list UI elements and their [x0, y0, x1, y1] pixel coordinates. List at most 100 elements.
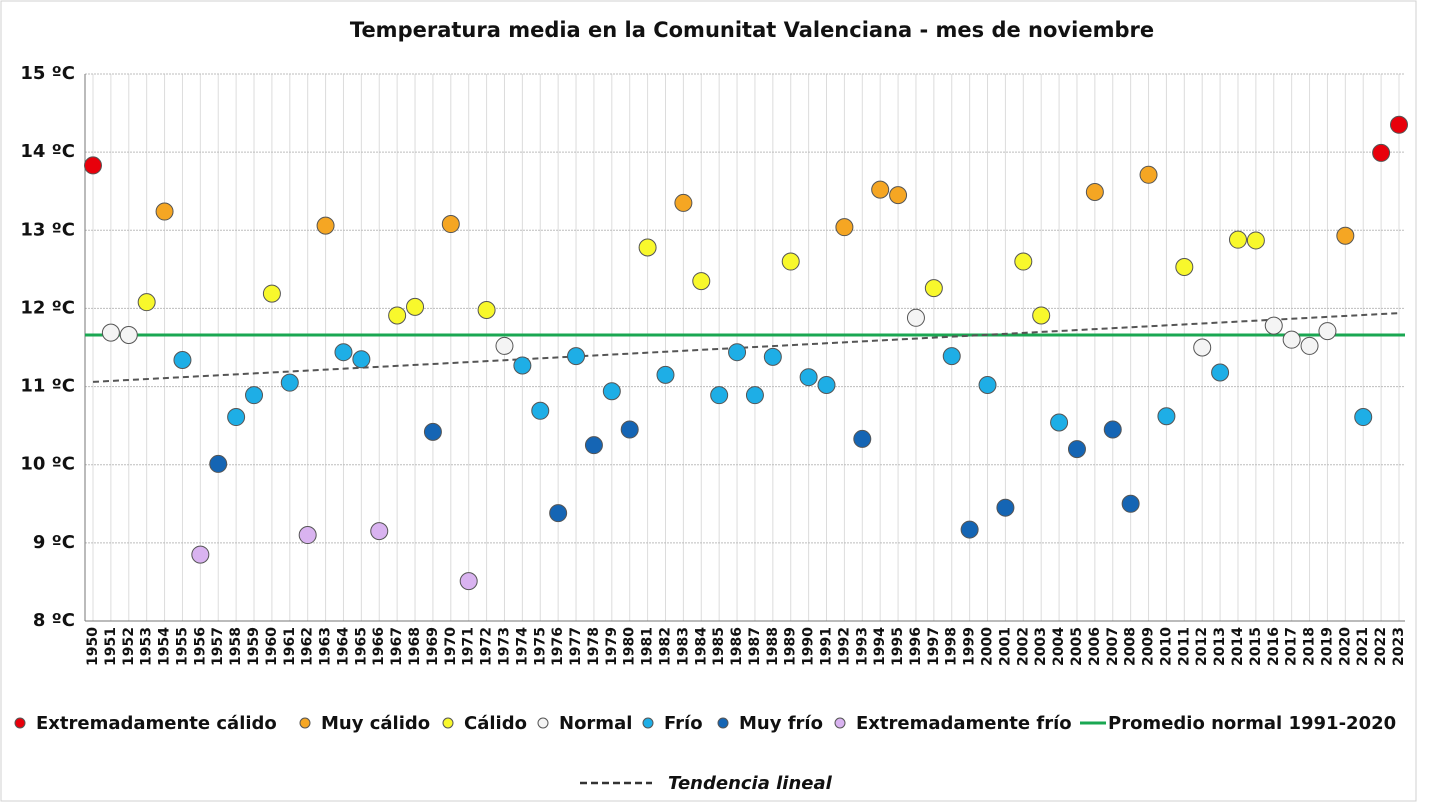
data-point — [835, 218, 854, 237]
data-point — [942, 347, 961, 366]
trend-line — [92, 312, 1400, 383]
data-point — [388, 306, 407, 325]
x-tick-label: 1966 — [371, 627, 387, 666]
x-tick-label: 1959 — [246, 627, 262, 666]
x-tick-label: 1962 — [300, 627, 316, 666]
x-tick-label: 2009 — [1141, 627, 1157, 666]
x-tick-label: 2001 — [997, 627, 1013, 666]
data-point — [996, 498, 1015, 517]
x-tick-label: 1993 — [854, 627, 870, 666]
x-tick-label: 2021 — [1355, 627, 1371, 666]
data-point — [137, 293, 156, 312]
data-point — [495, 336, 514, 355]
legend-label: Tendencia lineal — [668, 773, 833, 794]
y-tick-label: 15 ºC — [20, 63, 75, 84]
data-point — [1085, 182, 1104, 201]
x-tick-label: 1953 — [139, 627, 155, 666]
data-point — [853, 429, 872, 448]
data-point — [781, 252, 800, 271]
x-tick-label: 2016 — [1266, 627, 1282, 666]
data-point — [1193, 338, 1212, 357]
y-tick-label: 8 ºC — [33, 610, 75, 631]
x-tick-label: 1950 — [85, 627, 101, 666]
data-point — [1354, 408, 1373, 427]
x-tick-label: 1969 — [425, 627, 441, 666]
data-point — [1103, 420, 1122, 439]
data-point — [531, 401, 550, 420]
x-tick-label: 1990 — [801, 627, 817, 666]
data-point — [1318, 322, 1337, 341]
x-tick-label: 2019 — [1319, 627, 1335, 666]
data-point — [817, 376, 836, 395]
x-tick-label: 1963 — [318, 627, 334, 666]
data-point — [101, 323, 120, 342]
data-point — [567, 347, 586, 366]
data-point — [245, 386, 264, 405]
x-tick-label: 1996 — [908, 627, 924, 666]
x-tick-label: 2022 — [1373, 627, 1389, 666]
data-point — [549, 504, 568, 523]
x-tick-label: 1961 — [282, 627, 298, 666]
data-point — [459, 572, 478, 591]
x-tick-label: 1973 — [496, 627, 512, 666]
x-tick-label: 1995 — [890, 627, 906, 666]
data-point — [1246, 231, 1265, 250]
legend-marker — [642, 717, 654, 729]
data-point — [513, 356, 532, 375]
data-point — [298, 526, 317, 545]
data-point — [423, 422, 442, 441]
x-tick-label: 1964 — [335, 627, 351, 666]
chart-title: Temperatura media en la Comunitat Valenc… — [350, 18, 1154, 42]
data-point — [406, 297, 425, 316]
data-point — [1228, 230, 1247, 249]
legend-label: Normal — [559, 713, 632, 734]
data-point — [674, 193, 693, 212]
legend-label: Promedio normal 1991-2020 — [1108, 713, 1396, 734]
data-point — [227, 408, 246, 427]
data-point — [656, 365, 675, 384]
x-tick-label: 1981 — [640, 627, 656, 666]
x-tick-label: 1956 — [192, 627, 208, 666]
data-point — [1032, 306, 1051, 325]
x-tick-label: 2006 — [1087, 627, 1103, 666]
x-tick-label: 2002 — [1015, 627, 1031, 666]
legend-marker — [537, 717, 549, 729]
data-point — [763, 347, 782, 366]
data-point — [1050, 413, 1069, 432]
data-point — [871, 180, 890, 199]
x-tick-label: 1980 — [622, 627, 638, 666]
data-point — [602, 382, 621, 401]
x-tick-label: 1951 — [103, 627, 119, 666]
legend-marker — [834, 717, 846, 729]
x-tick-label: 1958 — [228, 627, 244, 666]
legend-label: Extremadamente cálido — [36, 713, 277, 734]
data-point — [620, 420, 639, 439]
x-tick-label: 2011 — [1176, 627, 1192, 666]
x-tick-label: 1977 — [568, 627, 584, 666]
data-point — [1211, 363, 1230, 382]
legend-marker — [14, 717, 26, 729]
data-point — [1390, 115, 1408, 134]
x-tick-label: 1989 — [783, 627, 799, 666]
x-tick-label: 1998 — [944, 627, 960, 666]
x-tick-label: 1972 — [479, 627, 495, 666]
data-point — [584, 436, 603, 455]
x-tick-label: 1976 — [550, 627, 566, 666]
x-tick-label: 2005 — [1069, 627, 1085, 666]
x-tick-label: 2004 — [1051, 627, 1067, 666]
data-point — [280, 373, 299, 392]
x-tick-label: 1985 — [711, 627, 727, 666]
x-tick-label: 1955 — [174, 627, 190, 666]
x-tick-label: 2020 — [1337, 627, 1353, 666]
data-point — [1336, 226, 1355, 245]
data-point — [728, 343, 747, 362]
data-point — [173, 351, 192, 370]
data-point — [924, 279, 943, 298]
x-tick-label: 2014 — [1230, 627, 1246, 666]
x-tick-label: 1974 — [514, 627, 530, 666]
data-point — [370, 522, 389, 541]
x-tick-label: 1952 — [121, 627, 137, 666]
x-tick-label: 1954 — [157, 627, 173, 666]
